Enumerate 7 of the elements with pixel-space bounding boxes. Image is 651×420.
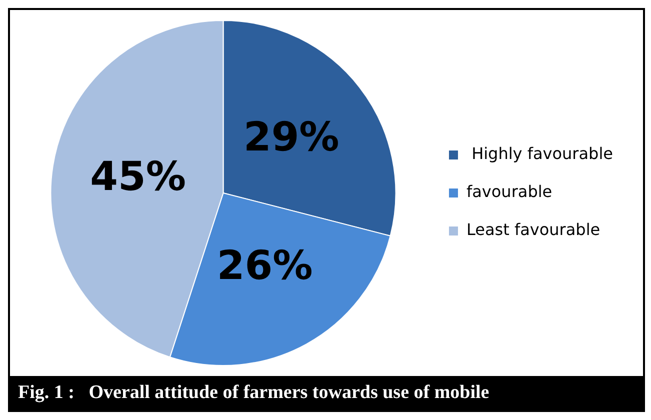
caption: Fig. 1 : Overall attitude of farmers towards use of mobile xyxy=(10,376,643,410)
legend-label: Least favourable xyxy=(466,220,600,240)
data-label: 45% xyxy=(90,154,186,200)
legend-label: favourable xyxy=(466,182,552,202)
legend-label: Highly favourable xyxy=(466,144,614,164)
data-label: 29% xyxy=(244,114,340,161)
data-label: 26% xyxy=(216,242,313,289)
